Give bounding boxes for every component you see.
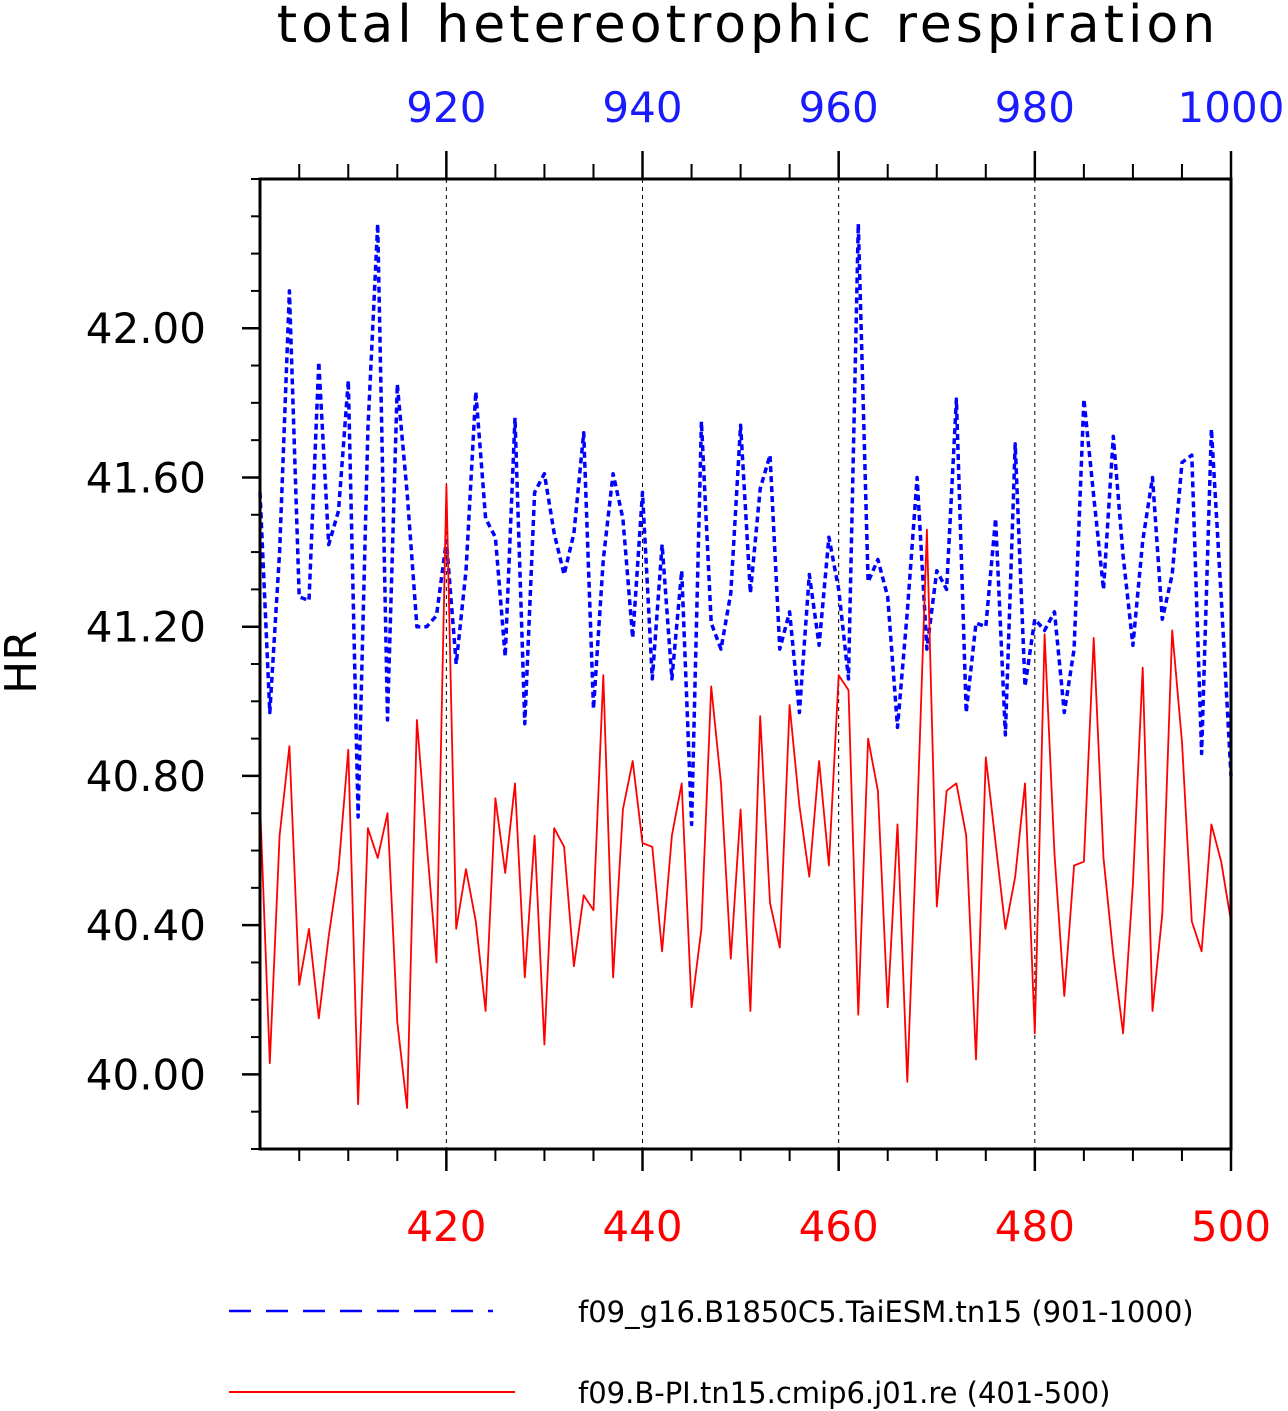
- y-axis-label: HR: [0, 630, 47, 694]
- bottom-tick-label: 440: [602, 1202, 682, 1251]
- top-tick-label: 960: [799, 83, 879, 132]
- bottom-tick-label: 420: [406, 1202, 486, 1251]
- top-tick-label: 980: [995, 83, 1075, 132]
- chart-title: total hetereotrophic respiration: [277, 0, 1219, 55]
- y-tick-label: 41.60: [86, 453, 206, 502]
- top-tick-label: 920: [406, 83, 486, 132]
- y-tick-label: 41.20: [86, 603, 206, 652]
- legend: f09_g16.B1850C5.TaiESM.tn15 (901-1000) f…: [229, 1295, 1194, 1410]
- tick-marks: [242, 151, 1233, 1171]
- y-tick-label: 40.40: [86, 901, 206, 950]
- top-tick-label: 1000: [1178, 83, 1285, 132]
- bottom-tick-label: 500: [1191, 1202, 1271, 1251]
- series-line-red: [259, 483, 1232, 1109]
- top-tick-label: 940: [602, 83, 682, 132]
- legend-label-blue-series: f09_g16.B1850C5.TaiESM.tn15 (901-1000): [578, 1295, 1194, 1329]
- tick-labels: 40.00 40.40 40.80 41.20 41.60 42.00 420 440 460 4…: [86, 83, 1285, 1251]
- series-line-blue: [258, 222, 1233, 827]
- bottom-tick-label: 460: [799, 1202, 879, 1251]
- bottom-tick-label: 480: [995, 1202, 1075, 1251]
- y-tick-label: 42.00: [86, 304, 206, 353]
- series-layer: [258, 222, 1233, 1109]
- plot-frame: [258, 177, 1233, 1151]
- legend-label-red-series: f09.B-PI.tn15.cmip6.j01.re (401-500): [578, 1376, 1110, 1410]
- y-tick-label: 40.00: [86, 1050, 206, 1099]
- y-tick-label: 40.80: [86, 752, 206, 801]
- grid-lines: [445, 179, 1036, 1149]
